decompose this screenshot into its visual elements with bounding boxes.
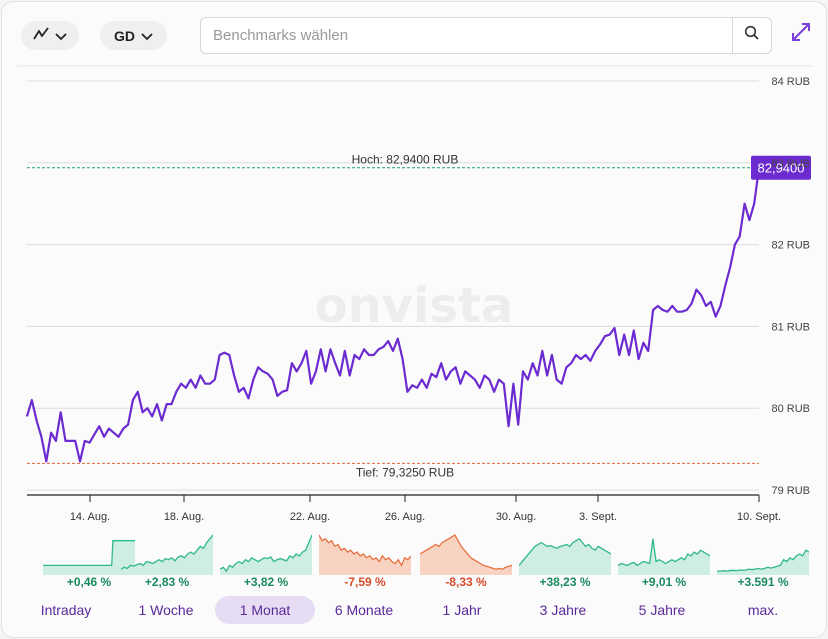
search-button[interactable]	[732, 18, 771, 53]
period-change: +3,82 %	[243, 575, 289, 589]
sparkline-5[interactable]	[419, 529, 513, 575]
price-line	[25, 167, 761, 463]
current-price-label: 82,9400	[758, 161, 805, 176]
range-tab[interactable]: max.	[747, 602, 779, 618]
sparkline-area	[121, 535, 213, 575]
y-tick-label: 79 RUB	[771, 485, 810, 497]
x-tick-label: 26. Aug.	[385, 511, 425, 523]
indicator-dropdown[interactable]: GD	[100, 21, 167, 50]
sparkline-8[interactable]	[717, 529, 810, 575]
range-tab[interactable]: 5 Jahre	[638, 602, 686, 618]
y-tick-label: 80 RUB	[771, 403, 810, 415]
sparkline-line	[419, 534, 513, 570]
y-tick-label: 84 RUB	[771, 76, 810, 88]
benchmark-search	[200, 17, 772, 54]
period-change: -7,59 %	[344, 575, 386, 589]
watermark-text: onvista	[315, 278, 514, 334]
sparkline-line	[518, 537, 612, 566]
x-tick-label: 22. Aug.	[290, 511, 330, 523]
period-change: +9,01 %	[641, 575, 687, 589]
line-chart-icon	[33, 27, 49, 44]
period-change: -8,33 %	[445, 575, 487, 589]
chevron-down-icon	[141, 28, 153, 44]
price-chart[interactable]: onvista Hoch: 82,9400 RUB Tief: 79,3250 R…	[2, 2, 827, 532]
sparkline-area	[717, 550, 809, 575]
sparkline-line	[219, 534, 313, 573]
range-tab[interactable]: 1 Jahr	[442, 602, 482, 618]
expand-button[interactable]	[789, 20, 813, 44]
sparkline-6[interactable]	[518, 529, 612, 575]
range-tab[interactable]: 6 Monate	[334, 602, 394, 618]
sparkline-area	[618, 538, 710, 575]
period-change: +3.591 %	[737, 575, 789, 589]
x-tick-label: 3. Sept.	[579, 511, 617, 523]
range-tab[interactable]: 3 Jahre	[539, 602, 587, 618]
sparkline-area	[43, 540, 135, 575]
x-tick-label: 10. Sept.	[737, 511, 781, 523]
sparkline-line	[43, 540, 135, 567]
search-icon	[744, 25, 760, 46]
expand-arrows-icon	[789, 23, 813, 48]
period-change: +38,23 %	[539, 575, 591, 589]
range-tab[interactable]: 1 Monat	[215, 596, 315, 624]
sparkline-line	[617, 538, 711, 567]
sparkline-3[interactable]	[219, 529, 313, 575]
chart-type-dropdown[interactable]	[21, 21, 79, 50]
current-price-badge	[751, 155, 811, 180]
sparkline-2[interactable]	[120, 529, 214, 575]
range-tab[interactable]: Intraday	[40, 602, 92, 618]
x-tick-label: 30. Aug.	[496, 511, 536, 523]
y-tick-label: 81 RUB	[771, 321, 810, 333]
range-tab[interactable]: 1 Woche	[138, 602, 194, 618]
y-tick-label: 82 RUB	[771, 240, 810, 252]
chevron-down-icon	[55, 28, 67, 44]
period-change: +2,83 %	[144, 575, 190, 589]
high-label: Hoch: 82,9400 RUB	[352, 153, 459, 167]
period-change: +0,46 %	[66, 575, 112, 589]
x-tick-label: 18. Aug.	[164, 511, 204, 523]
sparkline-area	[519, 538, 611, 575]
x-tick-label: 14. Aug.	[70, 511, 110, 523]
sparkline-1[interactable]	[43, 529, 135, 575]
low-label: Tief: 79,3250 RUB	[356, 465, 454, 479]
sparkline-line	[120, 534, 214, 570]
sparkline-line	[318, 534, 412, 567]
sparkline-area	[220, 535, 312, 575]
sparkline-area	[420, 535, 512, 575]
sparkline-4[interactable]	[318, 529, 412, 575]
benchmark-search-input[interactable]	[201, 18, 733, 53]
sparkline-7[interactable]	[617, 529, 711, 575]
sparkline-area	[319, 535, 411, 575]
y-tick-label: 83 RUB	[771, 158, 810, 170]
sparkline-line	[717, 549, 810, 572]
indicator-label: GD	[114, 27, 135, 44]
